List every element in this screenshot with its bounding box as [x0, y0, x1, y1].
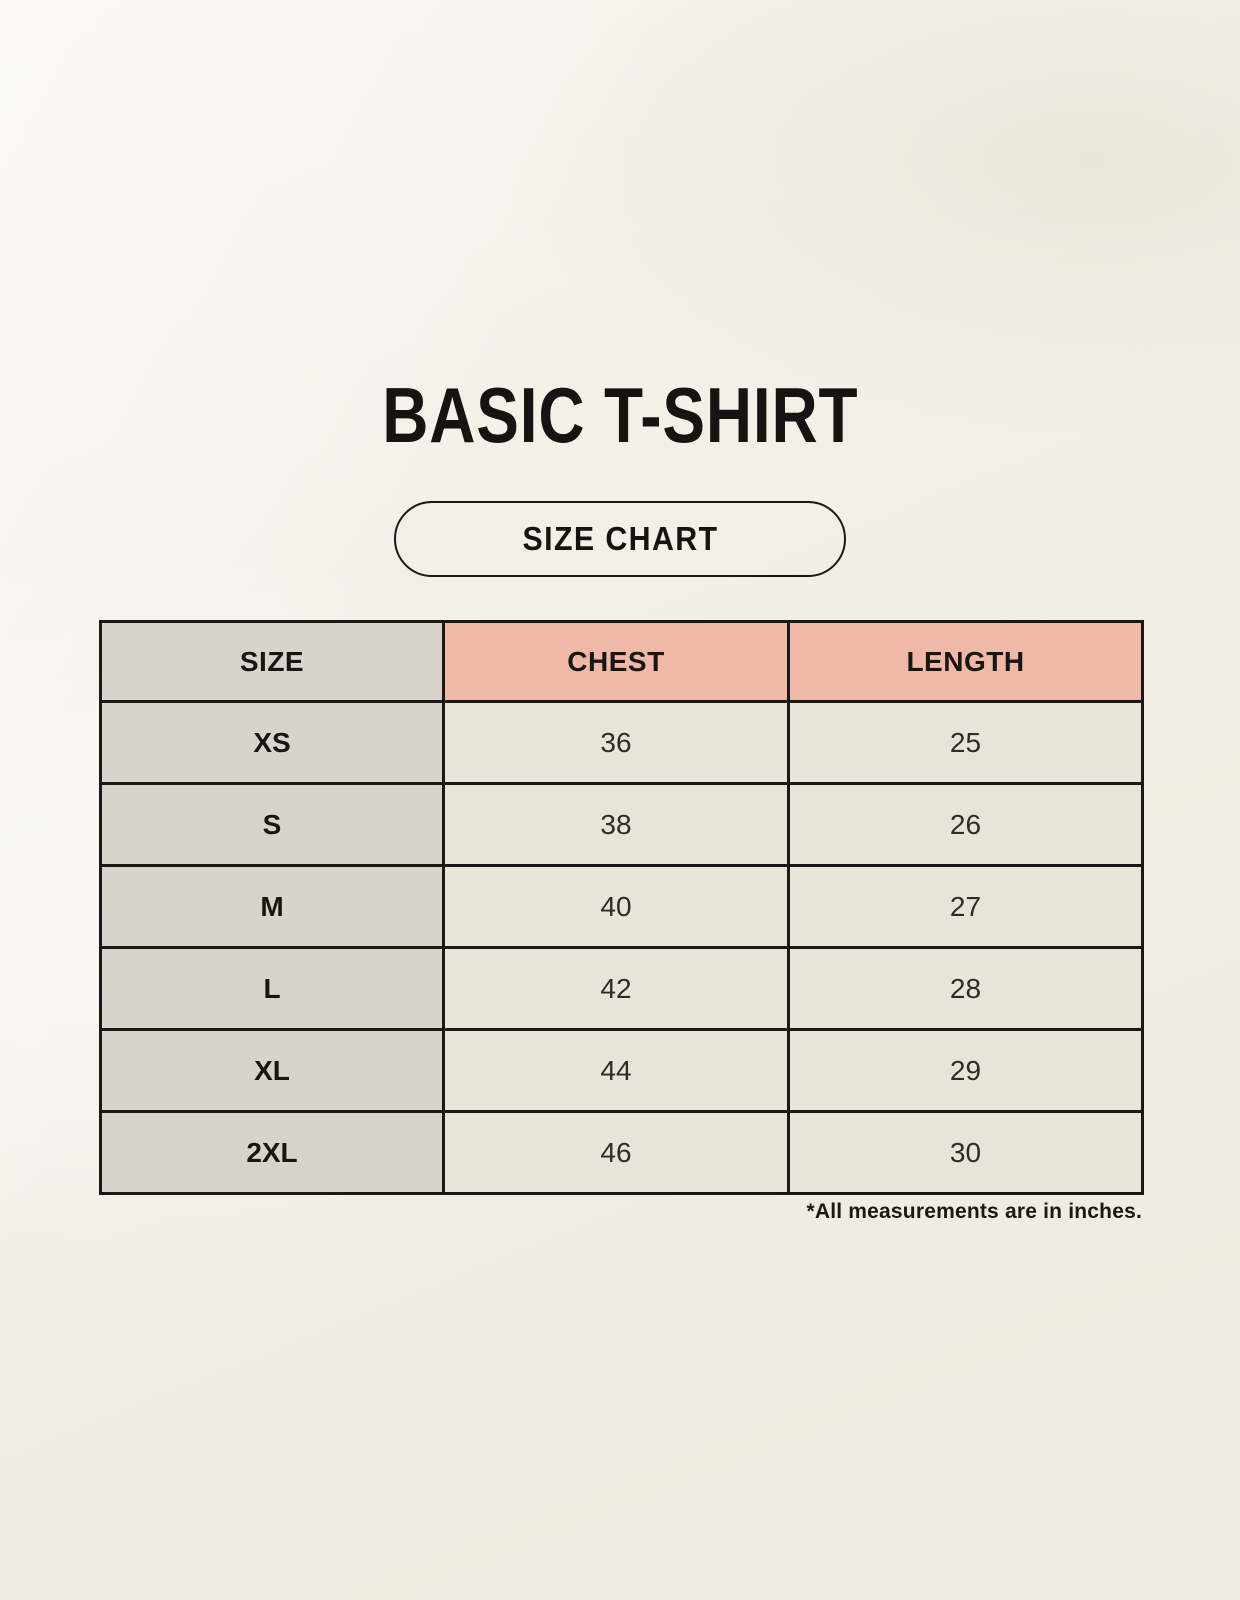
table-row: L 42 28: [99, 946, 1144, 1031]
size-chart-button[interactable]: SIZE CHART: [394, 501, 846, 577]
chest-value: 40: [442, 864, 790, 949]
chest-value: 46: [442, 1110, 790, 1195]
chest-value: 36: [442, 700, 790, 785]
column-header-chest: CHEST: [442, 620, 790, 703]
size-label: 2XL: [99, 1110, 445, 1195]
length-value: 28: [787, 946, 1144, 1031]
size-label: L: [99, 946, 445, 1031]
page-title-text: BASIC T-SHIRT: [381, 371, 859, 459]
chest-value: 44: [442, 1028, 790, 1113]
table-row: S 38 26: [99, 782, 1144, 867]
length-value: 25: [787, 700, 1144, 785]
table-header-row: SIZE CHEST LENGTH: [99, 620, 1144, 703]
size-chart-table: SIZE CHEST LENGTH XS 36 25 S 38 26 M 40 …: [99, 620, 1144, 1195]
size-chart-button-label: SIZE CHART: [522, 520, 718, 557]
size-label: XS: [99, 700, 445, 785]
column-header-length: LENGTH: [787, 620, 1144, 703]
page-title: BASIC T-SHIRT: [0, 376, 1240, 454]
size-label: M: [99, 864, 445, 949]
length-value: 29: [787, 1028, 1144, 1113]
table-row: XL 44 29: [99, 1028, 1144, 1113]
chest-value: 42: [442, 946, 790, 1031]
table-row: 2XL 46 30: [99, 1110, 1144, 1195]
chest-value: 38: [442, 782, 790, 867]
size-label: XL: [99, 1028, 445, 1113]
length-value: 26: [787, 782, 1144, 867]
table-row: M 40 27: [99, 864, 1144, 949]
table-row: XS 36 25: [99, 700, 1144, 785]
column-header-size: SIZE: [99, 620, 445, 703]
length-value: 30: [787, 1110, 1144, 1195]
size-label: S: [99, 782, 445, 867]
length-value: 27: [787, 864, 1144, 949]
measurements-footnote: *All measurements are in inches.: [806, 1200, 1142, 1223]
